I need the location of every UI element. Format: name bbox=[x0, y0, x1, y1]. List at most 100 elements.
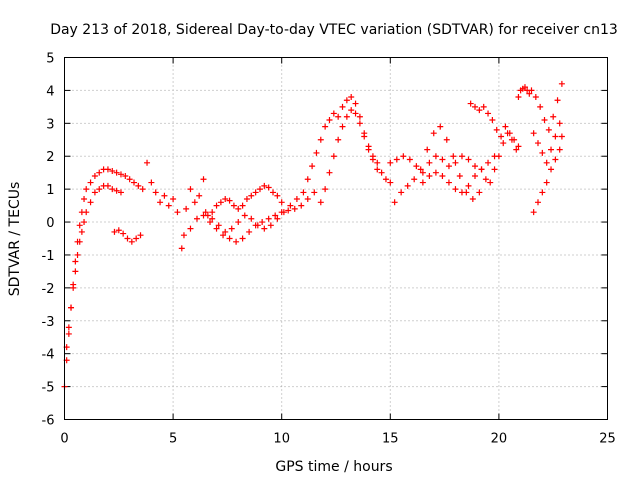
data-point bbox=[83, 209, 90, 216]
y-tick-label: 0 bbox=[46, 216, 54, 231]
data-point bbox=[124, 235, 131, 242]
data-point bbox=[343, 113, 350, 120]
x-tick-label: 5 bbox=[169, 432, 177, 447]
data-point bbox=[545, 126, 552, 133]
data-point bbox=[502, 123, 509, 130]
data-point bbox=[78, 228, 85, 235]
data-point bbox=[450, 153, 457, 160]
data-point bbox=[498, 133, 505, 140]
data-point bbox=[157, 199, 164, 206]
data-point bbox=[259, 219, 266, 226]
y-axis-label: SDTVAR / TECUs bbox=[7, 182, 23, 297]
x-axis-label: GPS time / hours bbox=[275, 459, 392, 475]
series-dip-segment bbox=[111, 227, 144, 245]
data-point bbox=[398, 189, 405, 196]
data-point bbox=[309, 163, 316, 170]
data-point bbox=[278, 199, 285, 206]
y-tick-label: -3 bbox=[42, 315, 55, 330]
data-point bbox=[183, 205, 190, 212]
data-point bbox=[521, 84, 528, 91]
data-point bbox=[222, 196, 229, 203]
data-point bbox=[487, 179, 494, 186]
data-point bbox=[235, 205, 242, 212]
data-point bbox=[500, 140, 507, 147]
data-point bbox=[274, 215, 281, 222]
series-late-b bbox=[487, 130, 520, 186]
data-point bbox=[543, 159, 550, 166]
data-point bbox=[356, 120, 363, 127]
data-point bbox=[391, 199, 398, 206]
data-point bbox=[65, 330, 72, 337]
series-late-d bbox=[528, 80, 565, 133]
data-point bbox=[478, 166, 485, 173]
y-tick-label: -4 bbox=[42, 348, 55, 363]
data-point bbox=[265, 184, 272, 191]
data-point bbox=[387, 159, 394, 166]
data-point bbox=[261, 225, 268, 232]
data-point bbox=[456, 172, 463, 179]
data-point bbox=[83, 186, 90, 193]
data-point bbox=[387, 179, 394, 186]
data-point bbox=[406, 156, 413, 163]
data-point bbox=[81, 196, 88, 203]
data-point bbox=[298, 202, 305, 209]
data-point bbox=[515, 93, 522, 100]
data-point bbox=[476, 107, 483, 114]
data-point bbox=[419, 169, 426, 176]
data-point bbox=[246, 228, 253, 235]
data-point bbox=[144, 159, 151, 166]
data-point bbox=[196, 192, 203, 199]
data-point bbox=[272, 212, 279, 219]
data-point bbox=[222, 228, 229, 235]
series-main-rise bbox=[61, 166, 146, 390]
data-point bbox=[530, 130, 537, 137]
y-tick-label: 4 bbox=[46, 84, 54, 99]
data-point bbox=[68, 304, 75, 311]
data-point bbox=[352, 100, 359, 107]
data-point bbox=[215, 222, 222, 229]
data-point bbox=[120, 230, 127, 237]
data-point bbox=[72, 268, 79, 275]
series-after-c bbox=[419, 166, 485, 196]
data-point bbox=[430, 130, 437, 137]
data-point bbox=[443, 136, 450, 143]
y-tick-label: -1 bbox=[42, 249, 55, 264]
data-point bbox=[174, 209, 181, 216]
data-point bbox=[326, 117, 333, 124]
y-tick-label: -6 bbox=[42, 414, 55, 429]
data-point bbox=[445, 163, 452, 170]
data-point bbox=[352, 110, 359, 117]
data-point bbox=[233, 238, 240, 245]
data-point bbox=[126, 176, 133, 183]
data-point bbox=[139, 186, 146, 193]
data-point bbox=[432, 169, 439, 176]
data-point bbox=[432, 153, 439, 160]
data-point bbox=[541, 117, 548, 124]
data-point bbox=[267, 222, 274, 229]
data-point bbox=[128, 238, 135, 245]
series-after-b bbox=[391, 123, 489, 206]
data-point bbox=[393, 156, 400, 163]
data-point bbox=[313, 149, 320, 156]
data-point bbox=[280, 209, 287, 216]
data-point bbox=[187, 186, 194, 193]
data-point bbox=[374, 159, 381, 166]
data-point bbox=[96, 169, 103, 176]
data-point bbox=[554, 97, 561, 104]
data-point bbox=[472, 172, 479, 179]
data-point bbox=[515, 143, 522, 150]
series-mid-c bbox=[202, 189, 307, 235]
data-point bbox=[472, 163, 479, 170]
data-point bbox=[109, 168, 116, 175]
data-point bbox=[539, 149, 546, 156]
data-point bbox=[339, 123, 346, 130]
data-point bbox=[115, 227, 122, 234]
data-point bbox=[209, 215, 216, 222]
data-point bbox=[104, 182, 111, 189]
data-point bbox=[122, 172, 129, 179]
data-point bbox=[369, 156, 376, 163]
data-point bbox=[117, 189, 124, 196]
data-point bbox=[285, 207, 292, 214]
data-point bbox=[374, 166, 381, 173]
data-point bbox=[241, 212, 248, 219]
